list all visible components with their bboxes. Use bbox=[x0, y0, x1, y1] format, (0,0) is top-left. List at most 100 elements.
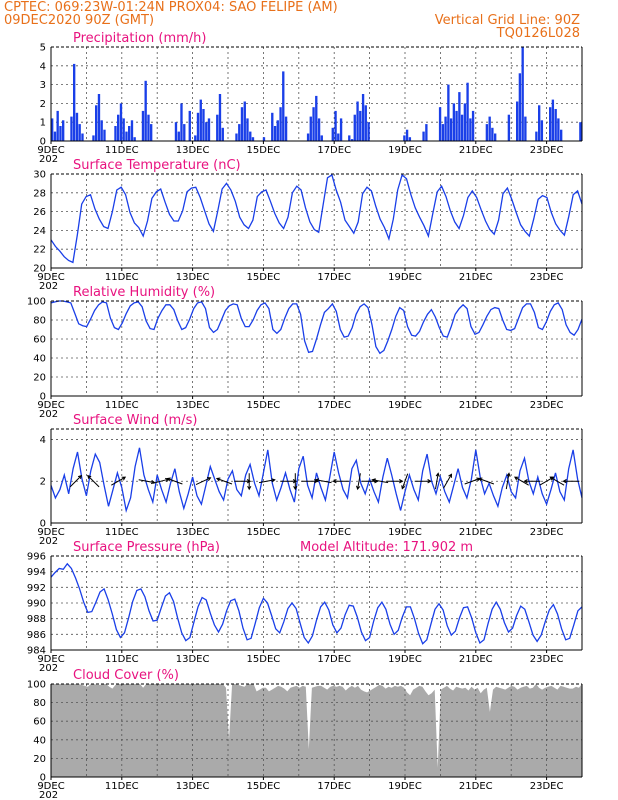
precipitation-bar bbox=[441, 124, 445, 141]
precipitation-bar bbox=[177, 131, 180, 141]
wind-line bbox=[50, 447, 583, 513]
precipitation-bar bbox=[538, 105, 541, 141]
humidity-panel: 0 20 40 60 80 100 9DEC 11DEC 13DEC 15DEC 17DEC 19DE… bbox=[27, 285, 583, 420]
precipitation-xtick-label: 9DEC bbox=[37, 145, 64, 156]
precipitation-bar bbox=[62, 120, 65, 141]
humidity-xtick-label: 23DEC bbox=[530, 400, 564, 411]
precipitation-ytick-label: 4 bbox=[40, 61, 46, 72]
wind-xtick-label: 21DEC bbox=[459, 527, 493, 538]
humidity-ytick-label: 40 bbox=[33, 354, 46, 365]
cloud-cover-ytick-label: 100 bbox=[27, 680, 46, 691]
cloud-cover-ytick-label: 0 bbox=[40, 773, 46, 784]
humidity-title: Relative Humidity (%) bbox=[73, 285, 215, 300]
temperature-ytick-label: 28 bbox=[33, 188, 46, 199]
precipitation-bar bbox=[205, 122, 208, 141]
pressure-xtick-label: 15DEC bbox=[247, 654, 281, 665]
wind-year-overprint: 202 bbox=[39, 536, 58, 547]
precipitation-bar bbox=[494, 133, 497, 141]
precipitation-bar bbox=[540, 120, 544, 141]
precipitation-bar bbox=[460, 114, 464, 141]
header-model-id: TQ0126L028 bbox=[496, 26, 580, 41]
pressure-ytick-label: 988 bbox=[27, 614, 46, 625]
temperature-xtick-label: 21DEC bbox=[459, 272, 493, 283]
cloud-cover-ytick-label: 60 bbox=[33, 717, 46, 728]
header-grid-note: Vertical Grid Line: 90Z bbox=[435, 13, 580, 28]
wind-xtick-label: 19DEC bbox=[388, 527, 422, 538]
precipitation-bar bbox=[97, 94, 101, 141]
pressure-ytick-label: 990 bbox=[27, 599, 46, 610]
precipitation-bar bbox=[485, 124, 489, 141]
precipitation-bar bbox=[130, 120, 134, 141]
header-location: CPTEC: 069:23W-01:24N PROX04: SAO FELIPE… bbox=[4, 0, 338, 15]
wind-ytick-label: 4 bbox=[40, 435, 46, 446]
pressure-annotation: Model Altitude: 171.902 m bbox=[300, 540, 473, 555]
precipitation-panel: 0 1 2 3 4 5 9DEC 11DEC 13DEC 15DEC 17DEC 19DEC 21DEC… bbox=[37, 31, 583, 165]
cloud-cover-xtick-label: 11DEC bbox=[105, 781, 139, 792]
cloud-cover-panel: 0 20 40 60 80 100 9DEC 11DEC 13DEC 15DEC 17DEC 19DE… bbox=[27, 668, 583, 800]
precipitation-bar bbox=[364, 105, 367, 141]
wind-xtick-label: 9DEC bbox=[37, 527, 64, 538]
temperature-xtick-label: 9DEC bbox=[37, 272, 64, 283]
precipitation-bar bbox=[557, 118, 560, 141]
wind-direction-arrow bbox=[166, 477, 183, 485]
precipitation-xtick-label: 21DEC bbox=[459, 145, 493, 156]
wind-direction-arrow bbox=[414, 479, 432, 484]
cloud-cover-xtick-label: 21DEC bbox=[459, 781, 493, 792]
precipitation-bar bbox=[276, 120, 279, 141]
precipitation-bar bbox=[466, 82, 469, 141]
temperature-xtick-label: 17DEC bbox=[317, 272, 351, 283]
precipitation-bar bbox=[367, 122, 370, 141]
precipitation-bar bbox=[359, 110, 362, 141]
precipitation-bar bbox=[221, 127, 224, 141]
pressure-ytick-label: 984 bbox=[27, 646, 46, 657]
precipitation-bar bbox=[235, 133, 238, 141]
precipitation-bar bbox=[141, 110, 145, 141]
humidity-xtick-label: 11DEC bbox=[105, 400, 139, 411]
precipitation-bar bbox=[356, 101, 359, 141]
precipitation-bar bbox=[516, 101, 519, 141]
precipitation-bar bbox=[521, 47, 524, 141]
precipitation-bar bbox=[507, 114, 511, 141]
wind-direction-arrow bbox=[332, 479, 350, 484]
precipitation-bar bbox=[246, 118, 249, 141]
precipitation-ytick-label: 3 bbox=[40, 80, 46, 91]
precipitation-bar bbox=[491, 127, 494, 141]
wind-xtick-label: 15DEC bbox=[247, 527, 281, 538]
wind-direction-arrow bbox=[280, 479, 298, 484]
temperature-xtick-label: 19DEC bbox=[388, 272, 422, 283]
wind-direction-arrow bbox=[443, 473, 453, 489]
precipitation-bar bbox=[317, 118, 321, 141]
cloud-cover-ytick-label: 20 bbox=[33, 754, 46, 765]
precipitation-bar bbox=[284, 116, 288, 141]
precipitation-bar bbox=[117, 114, 120, 141]
header-run-time: 09DEC2020 90Z (GMT) bbox=[4, 13, 154, 28]
temperature-ytick-label: 26 bbox=[33, 207, 46, 218]
humidity-year-overprint: 202 bbox=[39, 409, 58, 420]
precipitation-bar bbox=[405, 129, 409, 141]
precipitation-bar bbox=[202, 109, 205, 141]
wind-xtick-label: 13DEC bbox=[176, 527, 210, 538]
precipitation-bar bbox=[103, 129, 106, 141]
humidity-ytick-label: 60 bbox=[33, 335, 46, 346]
temperature-ytick-label: 24 bbox=[33, 226, 46, 237]
wind-direction-arrow bbox=[234, 479, 252, 484]
precipitation-bar bbox=[174, 122, 178, 141]
precipitation-bar bbox=[444, 116, 447, 141]
cloud-cover-ytick-label: 40 bbox=[33, 735, 46, 746]
precipitation-bar bbox=[560, 129, 563, 141]
precipitation-bar bbox=[249, 131, 252, 141]
precipitation-bar bbox=[524, 116, 527, 141]
temperature-panel: 20 22 24 26 28 30 9DEC 11DEC 13DEC 15DEC 17DEC 19DE… bbox=[33, 158, 583, 292]
wind-direction-arrow bbox=[401, 473, 409, 490]
precipitation-bar bbox=[133, 137, 136, 141]
wind-direction-arrow bbox=[87, 474, 100, 488]
precipitation-xtick-label: 19DEC bbox=[388, 145, 422, 156]
pressure-panel: 984 986 988 990 992 994 996 9DEC 11DEC 13DEC 15DEC… bbox=[27, 540, 583, 674]
wind-direction-arrow bbox=[477, 477, 495, 485]
precipitation-bar bbox=[315, 95, 318, 141]
precipitation-bar bbox=[458, 92, 461, 141]
cloud-cover-xtick-label: 17DEC bbox=[317, 781, 351, 792]
wind-direction-arrow bbox=[152, 477, 170, 484]
precipitation-bar bbox=[238, 124, 241, 141]
precipitation-bar bbox=[535, 131, 538, 141]
